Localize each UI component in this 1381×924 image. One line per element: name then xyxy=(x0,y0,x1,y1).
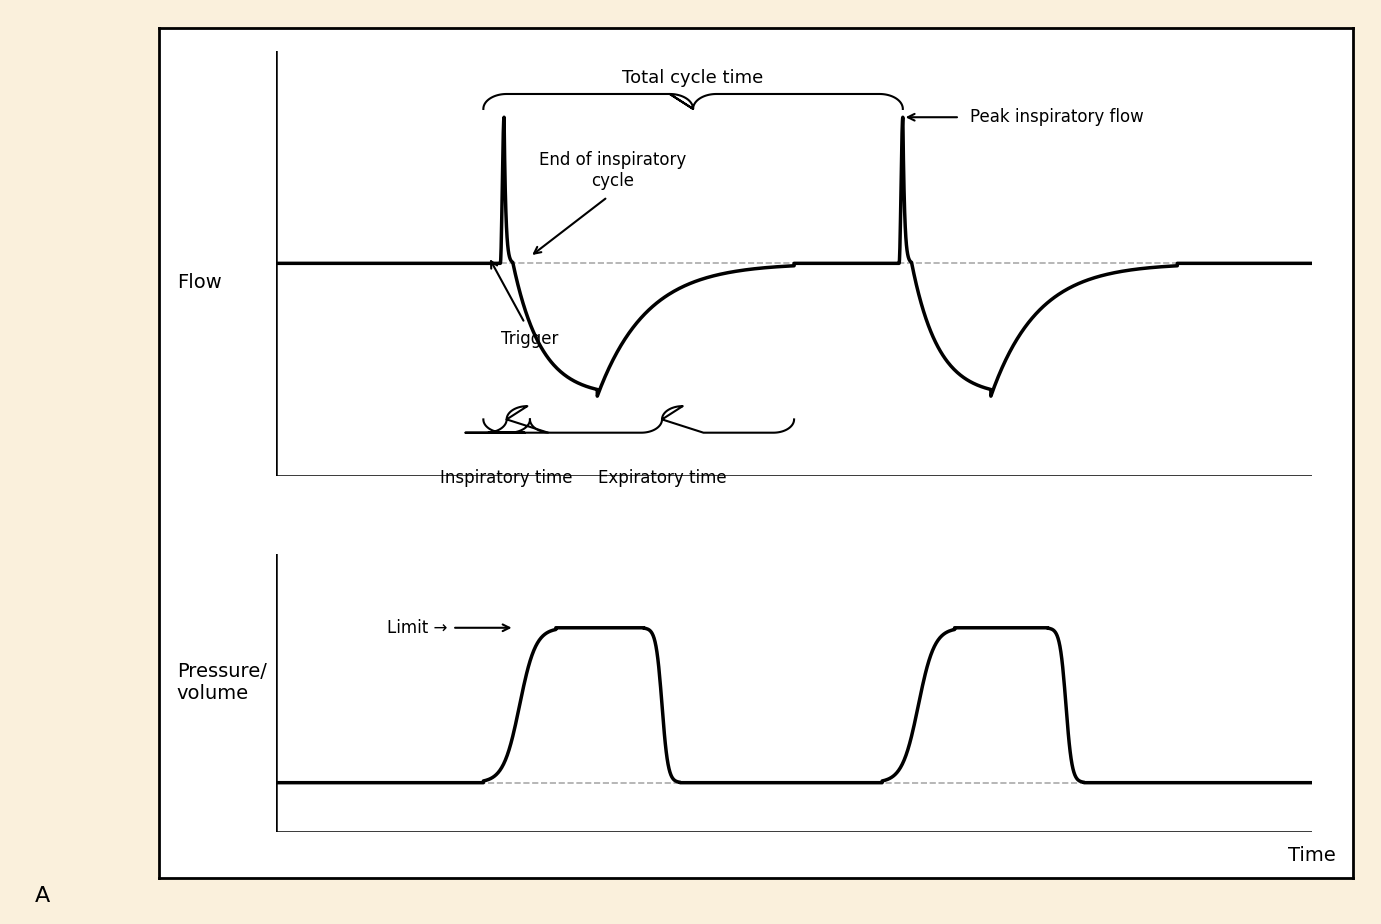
Text: Flow: Flow xyxy=(177,274,221,292)
Text: Pressure/
volume: Pressure/ volume xyxy=(177,662,267,703)
Text: Time: Time xyxy=(1287,846,1335,865)
Text: Total cycle time: Total cycle time xyxy=(623,69,764,88)
Text: End of inspiratory
cycle: End of inspiratory cycle xyxy=(539,152,686,190)
Text: A: A xyxy=(35,885,50,906)
Text: Peak inspiratory flow: Peak inspiratory flow xyxy=(969,108,1143,127)
Text: Expiratory time: Expiratory time xyxy=(598,469,726,487)
Text: Trigger: Trigger xyxy=(501,330,559,347)
Text: Limit →: Limit → xyxy=(387,619,447,637)
Text: Inspiratory time: Inspiratory time xyxy=(441,469,573,487)
